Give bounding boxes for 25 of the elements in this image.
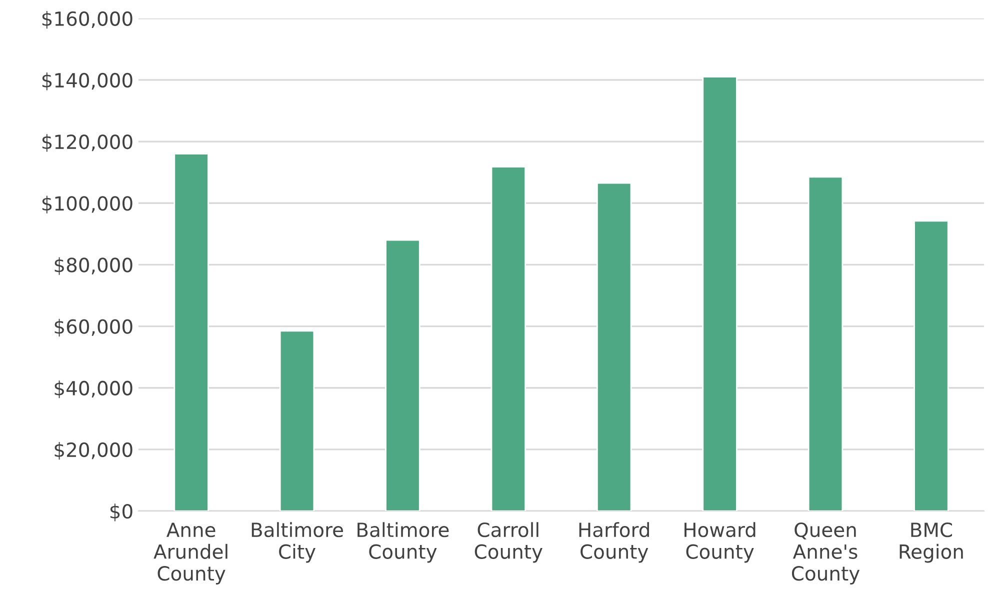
x-tick-label: Harford County xyxy=(579,522,649,563)
y-tick-label: $40,000 xyxy=(54,380,132,398)
x-tick-label: Baltimore County xyxy=(358,522,449,563)
x-tick-label: BMC Region xyxy=(900,522,963,563)
bar xyxy=(279,330,315,512)
y-tick-label: $120,000 xyxy=(42,134,132,152)
bar xyxy=(702,76,738,512)
y-tick-label: $100,000 xyxy=(42,196,132,214)
bar xyxy=(490,166,526,512)
x-tick-label: Anne Arundel County xyxy=(154,522,228,584)
bar xyxy=(808,176,844,512)
y-tick-label: $20,000 xyxy=(54,442,132,460)
x-tick-label: Queen Anne's County xyxy=(792,522,860,584)
y-tick-label: $80,000 xyxy=(54,257,132,275)
y-tick-label: $0 xyxy=(110,504,132,522)
y-tick-label: $60,000 xyxy=(54,318,132,337)
bar xyxy=(596,182,632,512)
bar xyxy=(174,153,209,512)
bar xyxy=(385,239,420,512)
x-tick-label: Howard County xyxy=(684,522,756,563)
x-tick-label: Baltimore City xyxy=(252,522,343,563)
y-tick-label: $140,000 xyxy=(42,72,132,90)
y-tick-label: $160,000 xyxy=(42,10,132,29)
bar xyxy=(914,220,949,512)
x-tick-label: Carroll County xyxy=(474,522,542,563)
